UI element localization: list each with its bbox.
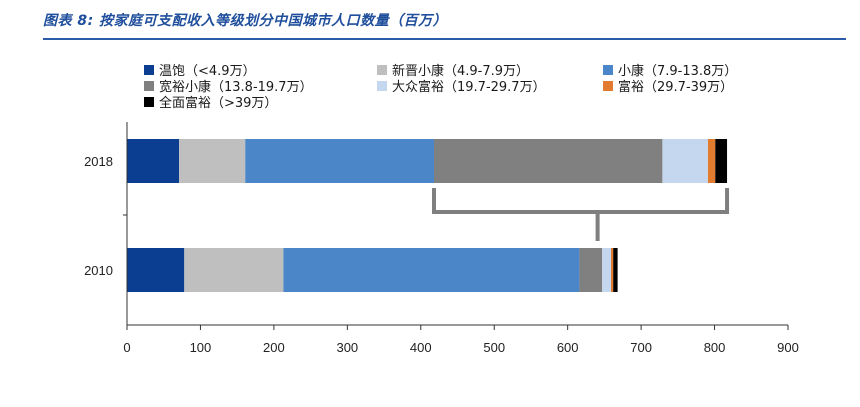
bar-segment (283, 248, 580, 292)
legend-item-xiaokang: 小康（7.9-13.8万） (603, 60, 737, 79)
bar-segment (245, 139, 434, 183)
legend-swatch (377, 80, 387, 91)
legend-swatch (144, 96, 154, 107)
x-tick-label: 400 (410, 340, 432, 355)
bar-segment (127, 139, 180, 183)
legend-swatch (603, 64, 613, 75)
legend-swatch (603, 80, 613, 91)
legend-label: 大众富裕（19.7-29.7万） (392, 80, 546, 95)
legend-swatch (377, 64, 387, 75)
legend-item-kuanyu-xiaokang: 宽裕小康（13.8-19.7万） (144, 76, 313, 95)
legend-item-xinjin-xiaokang: 新晋小康（4.9-7.9万） (377, 60, 529, 79)
x-tick-label: 700 (630, 340, 652, 355)
x-tick-label: 500 (483, 340, 505, 355)
bar-segment (715, 139, 728, 183)
bar-segment (613, 248, 618, 292)
bar-segment (179, 139, 246, 183)
bar-segment (662, 139, 708, 183)
x-tick-label: 900 (777, 340, 799, 355)
legend-label: 全面富裕（>39万） (159, 96, 278, 111)
legend-label: 宽裕小康（13.8-19.7万） (159, 80, 313, 95)
bar-segment (127, 248, 185, 292)
legend-item-quanmian-fuyu: 全面富裕（>39万） (144, 92, 277, 111)
title-divider (43, 38, 846, 40)
x-tick-label: 200 (263, 340, 285, 355)
legend-item-dazhong-fuyu: 大众富裕（19.7-29.7万） (377, 76, 546, 95)
legend-label: 新晋小康（4.9-7.9万） (392, 64, 530, 79)
chart-title: 图表 8: 按家庭可支配收入等级划分中国城市人口数量（百万） (43, 13, 448, 29)
legend-item-wenbao: 温饱（<4.9万） (144, 60, 256, 79)
x-tick-label: 100 (190, 340, 212, 355)
x-tick-label: 600 (557, 340, 579, 355)
bar-segment (579, 248, 603, 292)
bracket-annotation (431, 188, 730, 241)
legend-label: 小康（7.9-13.8万） (618, 64, 738, 79)
bar-segment (602, 248, 611, 292)
category-label: 2010 (84, 263, 113, 278)
category-label: 2018 (84, 154, 113, 169)
legend-label: 富裕（29.7-39万） (618, 80, 734, 95)
bar-segment (184, 248, 284, 292)
x-tick-label: 300 (336, 340, 358, 355)
legend-swatch (144, 80, 154, 91)
bar-segment (433, 139, 663, 183)
bar-segment (610, 248, 614, 292)
x-tick-label: 800 (704, 340, 726, 355)
legend-item-fuyu: 富裕（29.7-39万） (603, 76, 733, 95)
legend-label: 温饱（<4.9万） (159, 64, 256, 79)
x-tick-label: 0 (123, 340, 130, 355)
bar-segment (707, 139, 716, 183)
legend-swatch (144, 64, 154, 75)
